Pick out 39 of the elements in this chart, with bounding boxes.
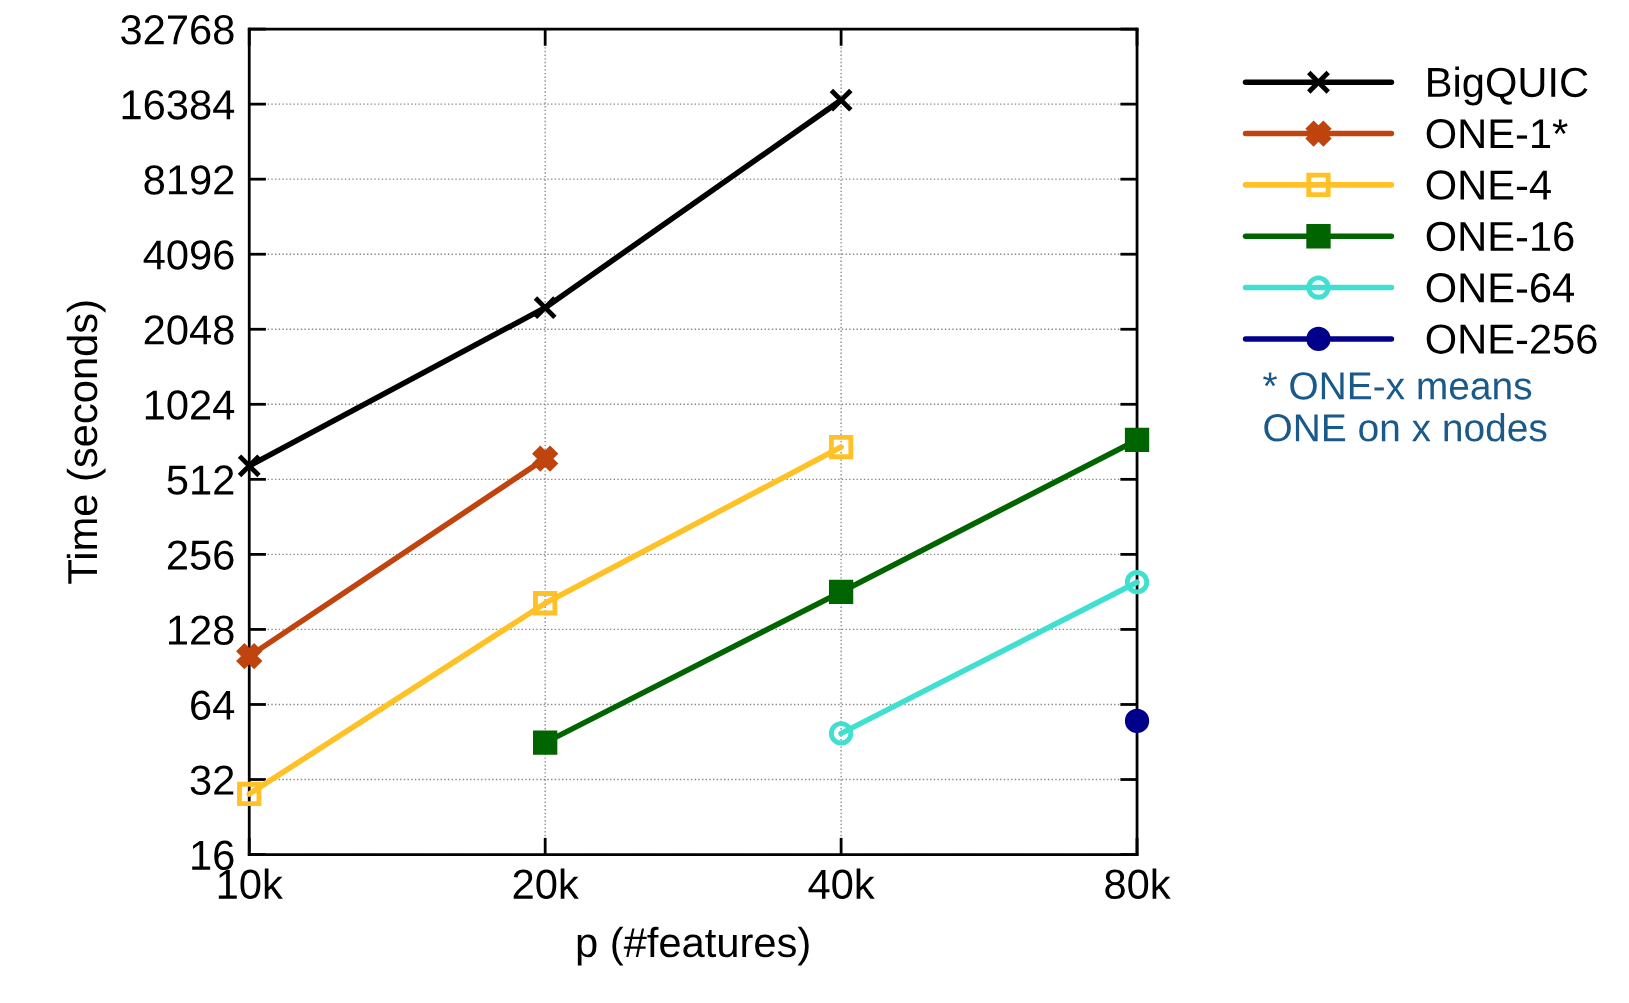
point (533, 295, 558, 320)
legend-label: ONE-256 (1426, 324, 1597, 354)
y-tick-label: 8192 (144, 165, 234, 195)
y-tick-label: 16384 (122, 90, 235, 120)
point (533, 446, 558, 471)
y-tick-label: 512 (167, 465, 234, 495)
y-tick-label: 1024 (145, 390, 235, 420)
point (533, 591, 558, 616)
point (828, 579, 854, 605)
x-tick-label: 80k (1105, 868, 1171, 900)
y-tick-label: 32 (190, 765, 234, 796)
legend-label: ONE-1* (1426, 119, 1568, 149)
y-tick-label: 2048 (144, 315, 234, 345)
text: * ONE-x means ONE on x nodes (1263, 372, 1547, 442)
x-tick-label: 20k (513, 868, 579, 900)
legend-label: ONE-4 (1426, 170, 1551, 200)
x-tick-label: 10k (218, 868, 283, 900)
y-tick-label: 64 (191, 690, 235, 720)
point (1124, 427, 1150, 453)
point (1124, 708, 1150, 734)
legend-label: BigQUIC (1428, 66, 1588, 106)
x-tick-label: 40k (808, 868, 875, 900)
legend-label: ONE-16 (1426, 221, 1574, 252)
y-tick-label: 32768 (121, 15, 234, 45)
point (237, 781, 262, 807)
point (533, 730, 558, 755)
point (1124, 570, 1150, 595)
point (828, 721, 854, 746)
y-tick-label: 128 (169, 615, 234, 645)
point (828, 434, 854, 460)
y-tick-label: 4096 (143, 240, 234, 270)
y-tick-label: 16 (192, 840, 234, 871)
x-axis-title: p (#features) (577, 926, 809, 966)
point (828, 87, 854, 113)
y-axis-title: Time (seconds) (66, 301, 106, 584)
legend-label: ONE-64 (1426, 273, 1575, 303)
y-tick-label: 256 (167, 540, 234, 570)
point (237, 644, 262, 669)
point (237, 453, 262, 478)
